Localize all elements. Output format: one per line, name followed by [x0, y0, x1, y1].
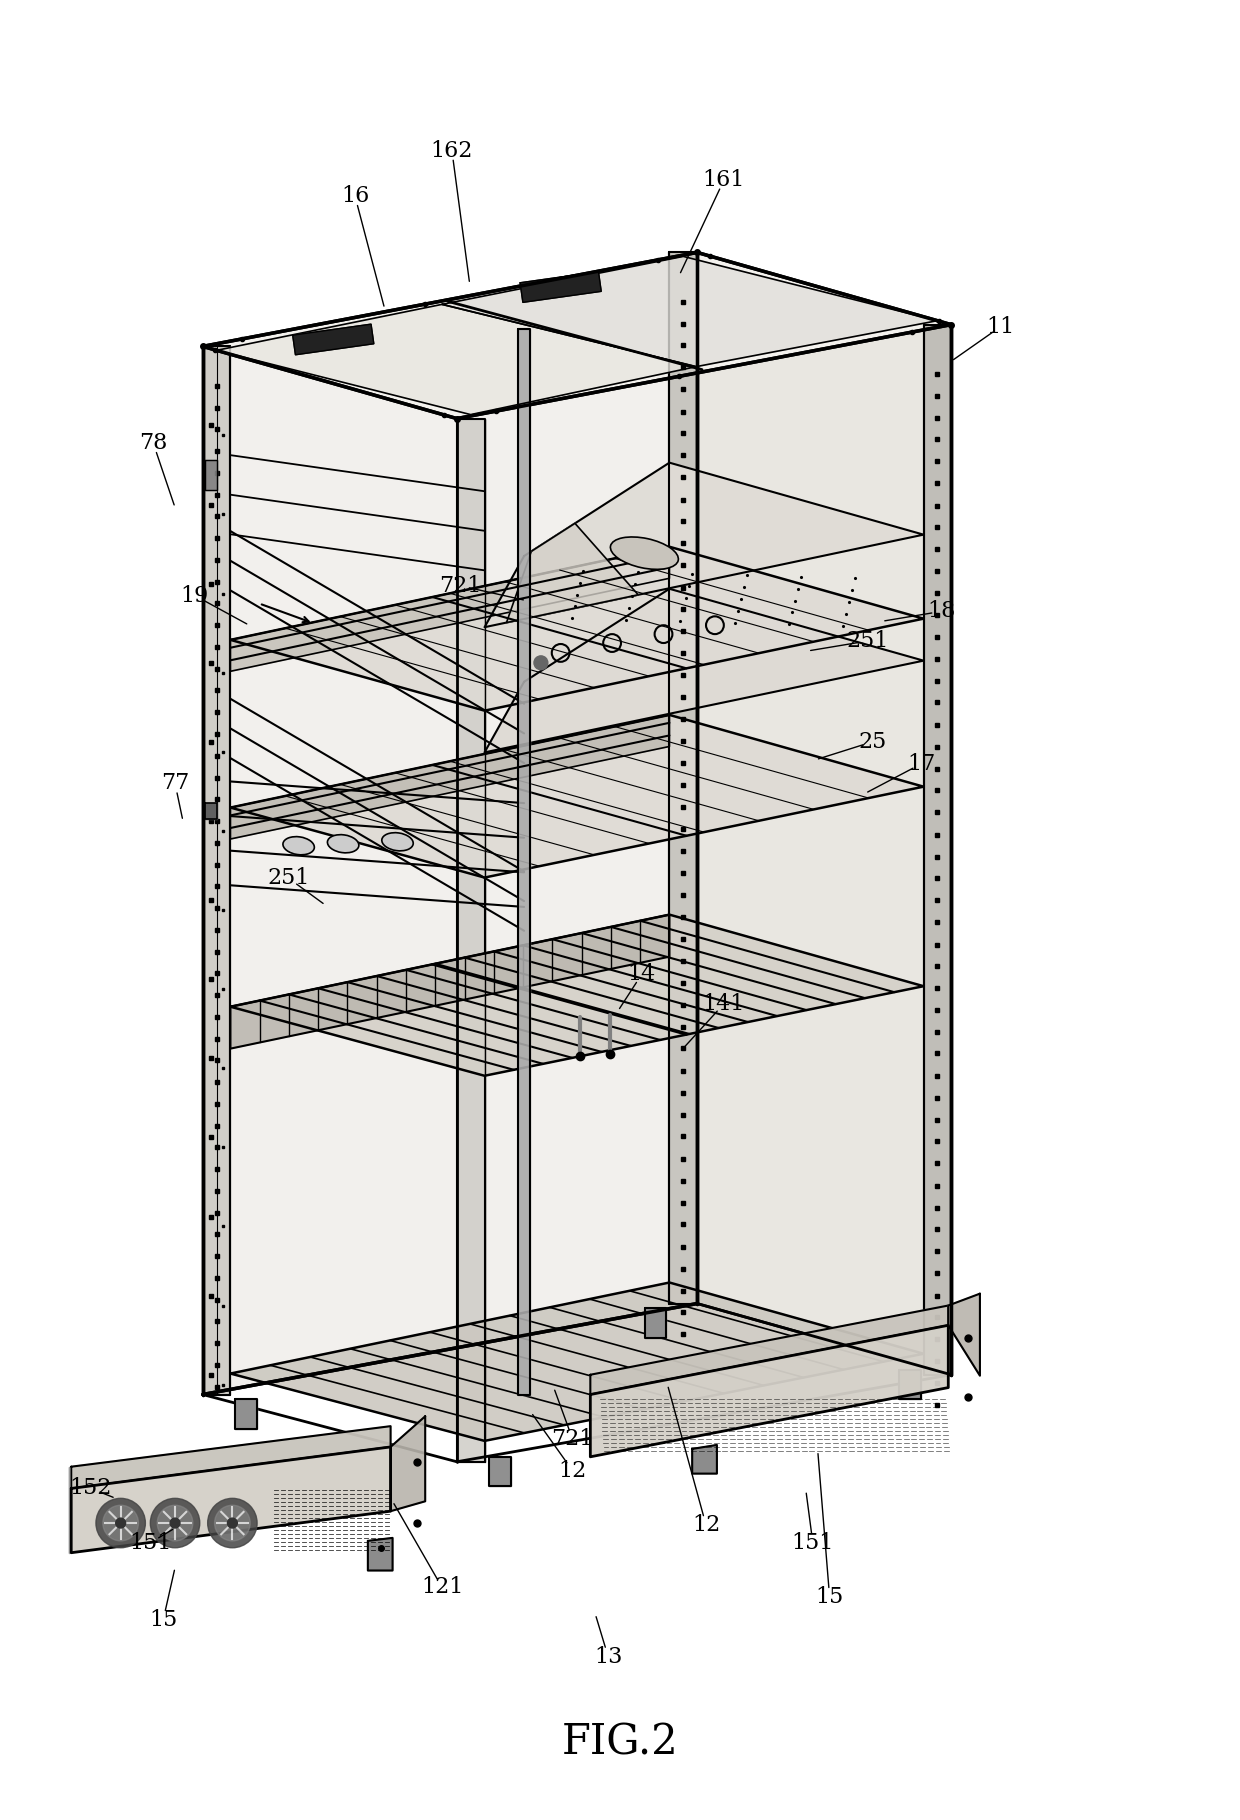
Circle shape: [103, 1505, 139, 1542]
Polygon shape: [217, 304, 696, 415]
Text: 12: 12: [558, 1460, 587, 1481]
Polygon shape: [71, 1447, 391, 1552]
Circle shape: [95, 1498, 145, 1547]
Text: 11: 11: [987, 315, 1014, 337]
Text: 251: 251: [846, 630, 888, 652]
Text: 721: 721: [552, 1429, 594, 1451]
Polygon shape: [368, 1538, 393, 1571]
Polygon shape: [236, 1400, 257, 1429]
Circle shape: [170, 1518, 180, 1529]
Text: 17: 17: [908, 753, 936, 775]
Polygon shape: [231, 715, 670, 839]
Polygon shape: [71, 1427, 391, 1489]
Text: 15: 15: [816, 1587, 843, 1609]
Text: 151: 151: [129, 1532, 171, 1554]
Polygon shape: [949, 1294, 980, 1376]
Polygon shape: [231, 546, 924, 710]
Polygon shape: [293, 324, 373, 355]
Text: 13: 13: [594, 1645, 622, 1667]
Text: 14: 14: [627, 963, 656, 985]
Ellipse shape: [610, 537, 678, 570]
Polygon shape: [441, 257, 937, 366]
Text: 18: 18: [928, 601, 956, 622]
Circle shape: [157, 1505, 193, 1542]
Text: 78: 78: [139, 433, 167, 455]
Polygon shape: [924, 324, 951, 1374]
Polygon shape: [485, 462, 924, 628]
Polygon shape: [205, 460, 217, 490]
Polygon shape: [485, 590, 924, 752]
Polygon shape: [231, 915, 924, 1076]
Circle shape: [227, 1518, 237, 1529]
Polygon shape: [518, 329, 529, 1394]
Text: 12: 12: [692, 1514, 720, 1536]
Circle shape: [115, 1518, 125, 1529]
Polygon shape: [231, 915, 670, 1048]
Text: 15: 15: [149, 1609, 177, 1631]
Polygon shape: [231, 1283, 924, 1441]
Text: FIG.2: FIG.2: [562, 1722, 678, 1764]
Polygon shape: [590, 1325, 949, 1456]
Polygon shape: [506, 524, 639, 622]
Ellipse shape: [327, 835, 358, 854]
Text: 25: 25: [858, 732, 887, 753]
Circle shape: [534, 655, 548, 670]
Polygon shape: [645, 1309, 666, 1338]
Text: 16: 16: [341, 186, 370, 207]
Polygon shape: [670, 253, 697, 1303]
Polygon shape: [202, 346, 231, 1394]
Text: 161: 161: [703, 169, 745, 191]
Polygon shape: [697, 253, 951, 1374]
Ellipse shape: [382, 834, 413, 852]
Text: 251: 251: [268, 868, 310, 890]
Text: 77: 77: [161, 772, 190, 795]
Circle shape: [207, 1498, 257, 1547]
Polygon shape: [490, 1456, 511, 1487]
Polygon shape: [231, 715, 924, 877]
Text: 151: 151: [791, 1532, 835, 1554]
Polygon shape: [391, 1416, 425, 1511]
Polygon shape: [456, 419, 485, 1461]
Ellipse shape: [283, 837, 315, 855]
Polygon shape: [899, 1370, 920, 1400]
Circle shape: [215, 1505, 250, 1542]
Polygon shape: [202, 253, 951, 419]
Text: 19: 19: [181, 584, 210, 606]
Text: 141: 141: [703, 994, 745, 1016]
Polygon shape: [692, 1445, 717, 1474]
Circle shape: [150, 1498, 200, 1547]
Polygon shape: [231, 546, 670, 672]
Polygon shape: [205, 803, 217, 819]
Text: 162: 162: [430, 140, 474, 162]
Polygon shape: [202, 253, 697, 1394]
Text: 121: 121: [420, 1576, 464, 1598]
Polygon shape: [520, 271, 601, 302]
Polygon shape: [590, 1305, 949, 1394]
Text: 152: 152: [69, 1478, 112, 1500]
Text: 721: 721: [439, 575, 481, 597]
